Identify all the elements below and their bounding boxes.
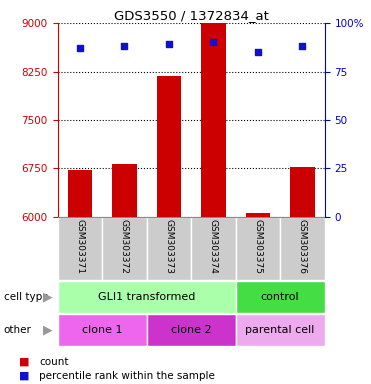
Bar: [191, 217, 236, 280]
Bar: [236, 314, 325, 346]
Text: ■: ■: [19, 357, 29, 367]
Text: count: count: [39, 357, 69, 367]
Text: ■: ■: [19, 371, 29, 381]
Bar: [280, 217, 325, 280]
Point: [121, 43, 127, 50]
Bar: [236, 281, 325, 313]
Text: cell type: cell type: [4, 292, 48, 302]
Bar: [246, 213, 270, 217]
Bar: [58, 281, 236, 313]
Text: GSM303371: GSM303371: [75, 220, 84, 275]
Point: [299, 43, 305, 50]
Bar: [68, 170, 92, 217]
Text: ▶: ▶: [43, 323, 52, 336]
Point: [166, 41, 172, 48]
Bar: [102, 217, 147, 280]
Bar: [201, 23, 226, 217]
Bar: [112, 164, 137, 217]
Bar: [157, 76, 181, 217]
Text: percentile rank within the sample: percentile rank within the sample: [39, 371, 215, 381]
Text: clone 1: clone 1: [82, 325, 122, 335]
Bar: [147, 217, 191, 280]
Bar: [290, 167, 315, 217]
Text: parental cell: parental cell: [246, 325, 315, 335]
Bar: [236, 217, 280, 280]
Title: GDS3550 / 1372834_at: GDS3550 / 1372834_at: [114, 9, 269, 22]
Text: GSM303372: GSM303372: [120, 220, 129, 275]
Point: [210, 40, 216, 46]
Text: GSM303374: GSM303374: [209, 220, 218, 275]
Text: other: other: [4, 325, 32, 335]
Bar: [58, 217, 102, 280]
Text: GSM303376: GSM303376: [298, 220, 307, 275]
Text: GSM303375: GSM303375: [253, 220, 262, 275]
Bar: [58, 314, 147, 346]
Bar: [147, 314, 236, 346]
Text: clone 2: clone 2: [171, 325, 211, 335]
Point: [77, 45, 83, 51]
Text: control: control: [261, 292, 299, 302]
Text: GSM303373: GSM303373: [164, 220, 173, 275]
Point: [255, 49, 261, 55]
Text: GLI1 transformed: GLI1 transformed: [98, 292, 195, 302]
Text: ▶: ▶: [43, 291, 52, 304]
